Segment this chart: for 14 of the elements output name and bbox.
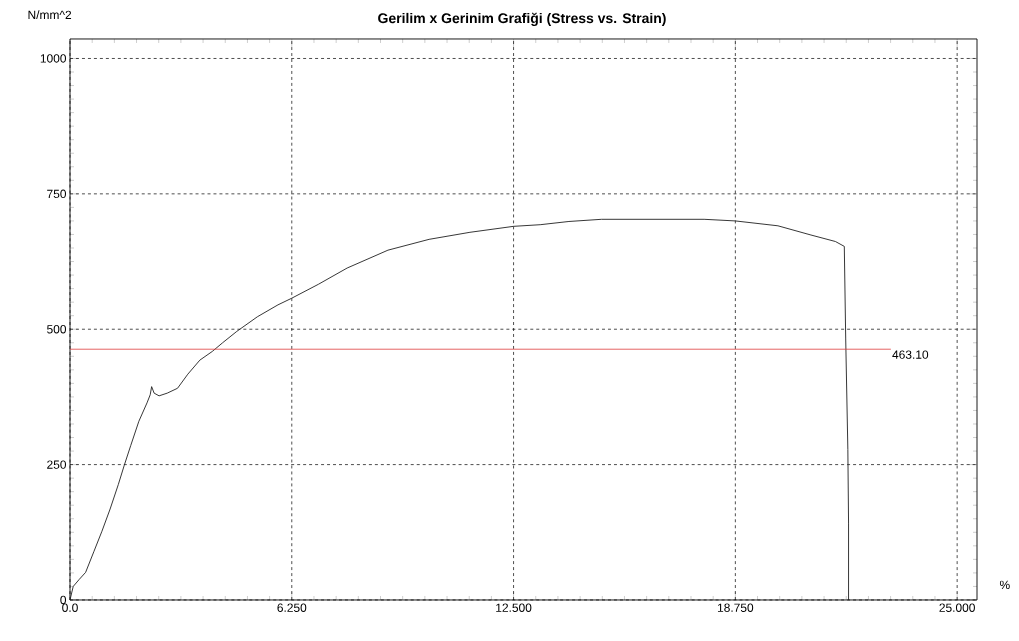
- x-tick-label: 6.250: [277, 603, 307, 612]
- y-axis-title: N/mm^2: [28, 10, 72, 20]
- y-tick-label: 0: [60, 595, 67, 605]
- x-tick-label: 25.000: [939, 603, 975, 612]
- x-tick-label: 0.0: [62, 603, 78, 612]
- chart-title: Gerilim x Gerinim Grafiği (Stress vs. Strain): [378, 12, 666, 26]
- ref-line-label: 463.10: [892, 350, 929, 359]
- y-tick-label: 500: [47, 325, 67, 334]
- x-tick-label: 12.500: [496, 603, 532, 612]
- x-tick-label: 18.750: [717, 603, 754, 612]
- y-tick-label: 750: [47, 189, 67, 199]
- y-tick-label: 1000: [40, 54, 67, 63]
- y-tick-label: 250: [47, 460, 67, 469]
- x-axis-title: %: [999, 580, 1010, 590]
